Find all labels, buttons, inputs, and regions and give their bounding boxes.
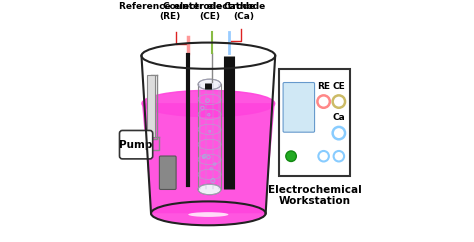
FancyBboxPatch shape xyxy=(279,69,350,176)
Ellipse shape xyxy=(198,184,221,195)
Ellipse shape xyxy=(198,79,221,90)
Circle shape xyxy=(286,151,296,161)
Text: RE: RE xyxy=(317,82,330,91)
Text: CE: CE xyxy=(332,82,345,91)
Ellipse shape xyxy=(188,212,228,217)
FancyBboxPatch shape xyxy=(283,83,315,132)
Text: Ca: Ca xyxy=(332,113,345,122)
FancyBboxPatch shape xyxy=(159,156,176,189)
Text: Pump: Pump xyxy=(119,140,153,150)
FancyBboxPatch shape xyxy=(147,75,155,137)
Polygon shape xyxy=(142,104,275,213)
Ellipse shape xyxy=(142,90,275,117)
Text: Counter electrode
(CE): Counter electrode (CE) xyxy=(164,2,255,21)
FancyBboxPatch shape xyxy=(119,130,153,159)
Text: Reference electrode
(RE): Reference electrode (RE) xyxy=(118,2,222,21)
Text: Cathode
(Ca): Cathode (Ca) xyxy=(223,2,265,21)
Ellipse shape xyxy=(152,201,265,225)
Text: Electrochemical
Workstation: Electrochemical Workstation xyxy=(268,185,362,206)
